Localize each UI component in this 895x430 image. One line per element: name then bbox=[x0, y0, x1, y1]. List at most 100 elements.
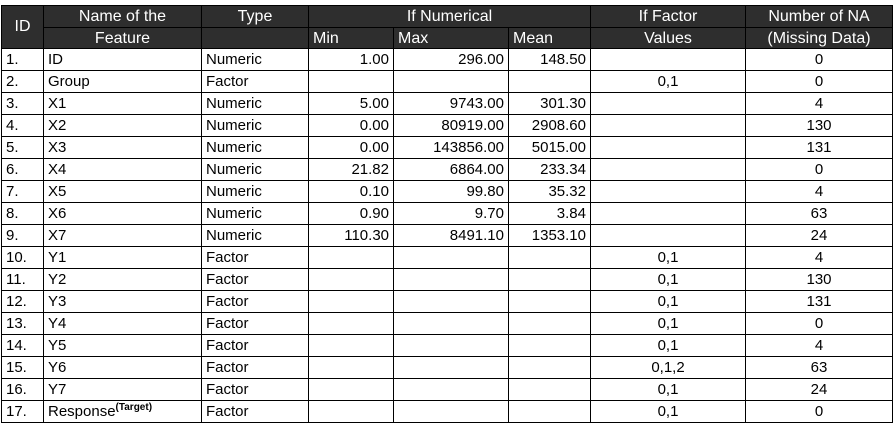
cell-type: Numeric bbox=[201, 114, 309, 137]
cell-na-count: 0 bbox=[745, 48, 893, 71]
cell-min: 1.00 bbox=[308, 48, 394, 71]
cell-mean-text: 1353.10 bbox=[531, 226, 586, 244]
cell-max: 9743.00 bbox=[393, 92, 509, 115]
cell-min-text: 21.82 bbox=[351, 160, 389, 178]
cell-max-text: 99.80 bbox=[466, 182, 504, 200]
cell-na-count: 63 bbox=[745, 202, 893, 225]
cell-id-text: 15. bbox=[6, 358, 27, 376]
cell-type: Factor bbox=[201, 268, 309, 291]
header-if-factor-line1: If Factor bbox=[590, 5, 746, 28]
cell-na-count-text: 24 bbox=[810, 380, 828, 398]
cell-na-count: 131 bbox=[745, 290, 893, 313]
cell-id-text: 14. bbox=[6, 336, 27, 354]
cell-na-count-text: 130 bbox=[806, 270, 832, 288]
cell-factor-values bbox=[590, 224, 746, 247]
table-body: 1. ID Numeric 1.00 296.00 148.50 0 2. Group Facto… bbox=[1, 48, 893, 423]
cell-mean bbox=[508, 378, 591, 401]
cell-type: Numeric bbox=[201, 92, 309, 115]
cell-type-text: Factor bbox=[206, 72, 249, 90]
cell-min-text: 110.30 bbox=[344, 226, 389, 244]
cell-min-text: 1.00 bbox=[359, 50, 389, 68]
cell-name: X3 bbox=[43, 136, 202, 159]
cell-type: Factor bbox=[201, 290, 309, 313]
cell-factor-values-text: 0,1,2 bbox=[651, 358, 685, 376]
cell-id: 7. bbox=[1, 180, 44, 203]
cell-mean: 1353.10 bbox=[508, 224, 591, 247]
header-na-line1: Number of NA bbox=[745, 5, 893, 28]
cell-factor-values: 0,1 bbox=[590, 334, 746, 357]
cell-factor-values-text: 0,1 bbox=[657, 270, 679, 288]
cell-min: 0.10 bbox=[308, 180, 394, 203]
cell-max: 296.00 bbox=[393, 48, 509, 71]
cell-max bbox=[393, 268, 509, 291]
cell-id-text: 13. bbox=[6, 314, 27, 332]
cell-mean bbox=[508, 400, 591, 423]
cell-id-text: 2. bbox=[6, 72, 19, 90]
cell-factor-values-text: 0,1 bbox=[657, 292, 679, 310]
cell-name-text: Y7 bbox=[48, 380, 67, 398]
cell-name: Response(Target) bbox=[43, 400, 202, 423]
cell-factor-values-text: 0,1 bbox=[657, 402, 679, 420]
cell-na-count: 24 bbox=[745, 378, 893, 401]
cell-type: Numeric bbox=[201, 136, 309, 159]
cell-type: Numeric bbox=[201, 202, 309, 225]
cell-type-text: Numeric bbox=[206, 94, 262, 112]
cell-id-text: 16. bbox=[6, 380, 27, 398]
cell-id: 4. bbox=[1, 114, 44, 137]
cell-na-count-text: 63 bbox=[810, 204, 828, 222]
cell-na-count-text: 131 bbox=[806, 138, 832, 156]
cell-min bbox=[308, 312, 394, 335]
cell-type-text: Factor bbox=[206, 402, 249, 420]
cell-na-count: 130 bbox=[745, 114, 893, 137]
cell-max bbox=[393, 356, 509, 379]
table-row: 10. Y1 Factor 0,1 4 bbox=[1, 246, 893, 269]
cell-mean-text: 2908.60 bbox=[531, 116, 586, 134]
header-row-2: Feature Min Max Mean Values (Missing Dat… bbox=[2, 27, 893, 49]
cell-id-text: 3. bbox=[6, 94, 19, 112]
cell-name: X6 bbox=[43, 202, 202, 225]
table-row: 4. X2 Numeric 0.00 80919.00 2908.60 130 bbox=[1, 114, 893, 137]
cell-name: ID bbox=[43, 48, 202, 71]
cell-name-text: Y3 bbox=[48, 292, 67, 310]
cell-mean bbox=[508, 246, 591, 269]
cell-type-text: Numeric bbox=[206, 116, 262, 134]
cell-factor-values: 0,1 bbox=[590, 378, 746, 401]
cell-type-text: Factor bbox=[206, 248, 249, 266]
cell-max-text: 8491.10 bbox=[449, 226, 504, 244]
cell-max: 9.70 bbox=[393, 202, 509, 225]
cell-type: Factor bbox=[201, 312, 309, 335]
cell-factor-values-text: 0,1 bbox=[657, 336, 679, 354]
cell-mean-text: 3.84 bbox=[556, 204, 586, 222]
cell-name-text: X1 bbox=[48, 94, 67, 112]
cell-id-text: 7. bbox=[6, 182, 19, 200]
cell-type-text: Factor bbox=[206, 292, 249, 310]
cell-min bbox=[308, 290, 394, 313]
cell-name: Y3 bbox=[43, 290, 202, 313]
cell-max bbox=[393, 312, 509, 335]
cell-id: 2. bbox=[1, 70, 44, 93]
cell-na-count-text: 131 bbox=[806, 292, 832, 310]
cell-min bbox=[308, 378, 394, 401]
header-type-blank bbox=[201, 27, 309, 49]
cell-id: 11. bbox=[1, 268, 44, 291]
cell-na-count: 4 bbox=[745, 246, 893, 269]
cell-id-text: 4. bbox=[6, 116, 19, 134]
cell-name-text: Y6 bbox=[48, 358, 67, 376]
header-name-line2: Feature bbox=[43, 27, 202, 49]
cell-na-count: 0 bbox=[745, 312, 893, 335]
cell-factor-values-text: 0,1 bbox=[657, 72, 679, 90]
cell-min: 21.82 bbox=[308, 158, 394, 181]
header-if-numerical: If Numerical bbox=[308, 5, 591, 28]
cell-name-text: Group bbox=[48, 72, 90, 90]
cell-factor-values bbox=[590, 158, 746, 181]
cell-max bbox=[393, 246, 509, 269]
cell-type-text: Numeric bbox=[206, 182, 262, 200]
feature-table: ID Name of the Type If Numerical If Fact… bbox=[1, 5, 893, 423]
cell-name: X2 bbox=[43, 114, 202, 137]
cell-id: 3. bbox=[1, 92, 44, 115]
cell-type-text: Factor bbox=[206, 358, 249, 376]
cell-name: Y5 bbox=[43, 334, 202, 357]
cell-mean bbox=[508, 356, 591, 379]
cell-type: Numeric bbox=[201, 158, 309, 181]
cell-mean: 35.32 bbox=[508, 180, 591, 203]
